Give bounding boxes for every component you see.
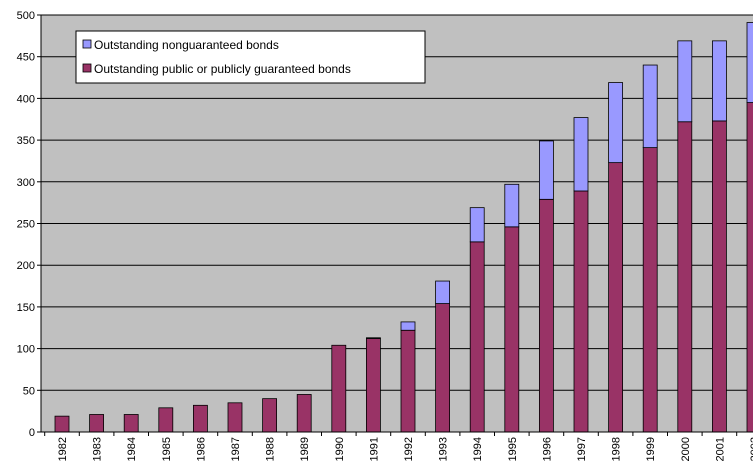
y-tick-label: 250: [17, 219, 35, 231]
x-tick-label: 1999: [645, 437, 657, 461]
x-tick-label: 1987: [230, 437, 242, 461]
bar-public-guaranteed: [469, 241, 485, 433]
legend-box: [75, 30, 426, 84]
bar-nonguaranteed: [469, 207, 485, 243]
x-tick-label: 1984: [126, 437, 138, 461]
bar-public-guaranteed: [158, 407, 174, 433]
bar-public-guaranteed: [365, 338, 381, 433]
y-tick-label: 200: [17, 260, 35, 272]
y-tick-label: 300: [17, 177, 35, 189]
x-tick-label: 1986: [195, 437, 207, 461]
x-tick-label: 1992: [403, 437, 415, 461]
bar-nonguaranteed: [712, 40, 727, 122]
bar-nonguaranteed: [435, 280, 451, 304]
legend: Outstanding nonguaranteed bonds Outstand…: [75, 30, 426, 84]
bar-public-guaranteed: [573, 190, 589, 433]
y-tick-label: 100: [17, 344, 35, 356]
bar-nonguaranteed: [365, 337, 381, 339]
x-tick-label: 1982: [57, 437, 69, 461]
bar-public-guaranteed: [677, 121, 693, 433]
bar-public-guaranteed: [642, 147, 658, 433]
bar-public-guaranteed: [54, 415, 70, 433]
y-tick-label: 500: [17, 10, 35, 22]
x-tick-labels: 1982 1983 1984 1985 1986 1987 1988 1989 1990 1991…: [57, 437, 753, 461]
bar-public-guaranteed: [504, 226, 520, 433]
bar-nonguaranteed: [573, 117, 589, 192]
x-tick-label: 1997: [576, 437, 588, 461]
y-tick-label: 450: [17, 52, 35, 64]
x-tick-label: 1988: [265, 437, 277, 461]
y-tick-label: 400: [17, 93, 35, 105]
legend-swatch-public: [82, 63, 92, 73]
y-tick-label: 150: [17, 302, 35, 314]
x-tick-label: 1998: [611, 437, 623, 461]
legend-label-public: Outstanding public or publicly guarantee…: [94, 62, 351, 76]
x-tick-label: 2002: [749, 437, 753, 461]
x-tick-label: 2001: [714, 437, 726, 461]
x-tick-label: 1996: [541, 437, 553, 461]
bar-public-guaranteed: [435, 303, 451, 433]
x-tick-label: 2000: [680, 437, 692, 461]
axes: [37, 14, 753, 436]
bars: [54, 22, 753, 433]
x-tick-label: 1983: [92, 437, 104, 461]
bar-public-guaranteed: [539, 198, 554, 433]
bar-nonguaranteed: [539, 140, 554, 200]
bar-nonguaranteed: [677, 40, 693, 123]
bar-public-guaranteed: [123, 414, 139, 433]
y-tick-label: 50: [23, 385, 35, 397]
bar-public-guaranteed: [262, 398, 278, 433]
x-tick-label: 1993: [438, 437, 450, 461]
bar-nonguaranteed: [608, 82, 623, 164]
y-tick-label: 0: [29, 427, 35, 439]
y-tick-label: 350: [17, 135, 35, 147]
legend-swatch-nonguaranteed: [82, 39, 92, 49]
x-tick-label: 1990: [334, 437, 346, 461]
bar-public-guaranteed: [296, 394, 312, 433]
bar-nonguaranteed: [504, 183, 520, 228]
x-tick-label: 1995: [507, 437, 519, 461]
bar-nonguaranteed: [400, 321, 416, 331]
bar-public-guaranteed: [712, 120, 727, 433]
bar-public-guaranteed: [227, 402, 243, 433]
bar-public-guaranteed: [192, 404, 208, 433]
bar-public-guaranteed: [331, 344, 347, 433]
bar-nonguaranteed: [746, 22, 753, 103]
x-tick-label: 1985: [161, 437, 173, 461]
bar-public-guaranteed: [89, 414, 104, 433]
bar-nonguaranteed: [642, 64, 658, 149]
x-tick-label: 1989: [299, 437, 311, 461]
bar-public-guaranteed: [400, 329, 416, 433]
y-tick-labels: 0 50 100 150 200 250 300 350 400 450 500: [17, 10, 35, 439]
legend-label-nonguaranteed: Outstanding nonguaranteed bonds: [94, 38, 279, 52]
x-tick-label: 1994: [472, 437, 484, 461]
x-tick-label: 1991: [368, 437, 380, 461]
bar-public-guaranteed: [746, 102, 753, 433]
bar-public-guaranteed: [608, 162, 623, 433]
